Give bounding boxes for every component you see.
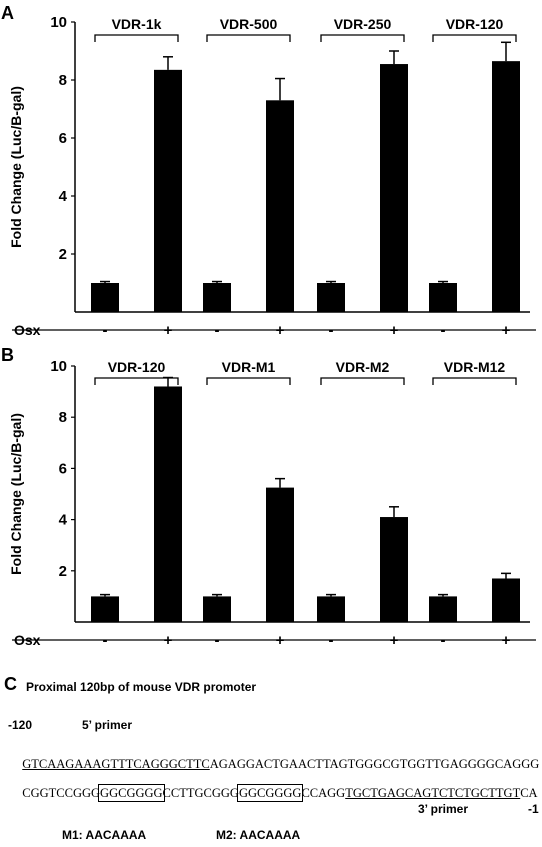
y-tick-label: 6 [59, 130, 67, 147]
treatment-tick-label: - [215, 322, 220, 339]
y-axis-title: Fold Change (Luc/B-gal) [8, 86, 24, 248]
bar [429, 283, 457, 312]
panel-b-label: B [1, 345, 14, 365]
group-label: VDR-500 [220, 16, 278, 32]
bar [91, 596, 119, 622]
group-bracket [206, 34, 291, 42]
y-tick-label: 6 [59, 460, 67, 477]
treatment-tick-label: + [502, 322, 511, 339]
group-label: VDR-1k [112, 16, 162, 32]
treatment-tick-label: - [441, 632, 446, 649]
bar [154, 69, 182, 312]
bar [203, 596, 231, 622]
mutation-m1-label: M1: AACAAAA [62, 828, 147, 842]
bar [492, 61, 520, 313]
treatment-tick-label: - [441, 322, 446, 339]
group-bracket [432, 34, 517, 42]
y-tick-label: 8 [59, 409, 67, 426]
group-bracket [320, 34, 405, 42]
bar [317, 596, 345, 622]
group-bracket [206, 377, 291, 385]
y-axis-title: Fold Change (Luc/B-gal) [8, 413, 24, 575]
sp1-site-1: GGCGGGG [98, 784, 165, 802]
treatment-tick-label: + [390, 632, 399, 649]
treatment-tick-label: + [276, 322, 285, 339]
bar [154, 386, 182, 622]
y-tick-label: 4 [59, 188, 68, 205]
y-tick-label: 2 [59, 563, 67, 580]
bar [380, 517, 408, 622]
primer5-label: 5’ primer [82, 718, 133, 732]
sequence-segment: CGGTCCGGG [22, 786, 101, 800]
sequence-line-1-rest: AGAGGACTGAACTTAGTGGGCGTGGTTGAGGGGCAGGG [209, 757, 540, 771]
y-tick-label: 4 [59, 512, 68, 529]
group-bracket [94, 34, 179, 42]
treatment-tick-label: + [390, 322, 399, 339]
bar [266, 100, 294, 312]
primer3-label: 3’ primer [418, 802, 469, 816]
sequence-line-1: GTCAAGAAAGTTTCAGGGCTTCAGAGGACTGAACTTAGTG… [16, 742, 539, 772]
primer5-sequence: GTCAAGAAAGTTTCAGGGCTTC [22, 757, 210, 771]
bar [380, 64, 408, 312]
bar [429, 596, 457, 622]
panel-c-label: C [4, 674, 17, 694]
y-tick-label: 8 [59, 72, 67, 89]
group-label: VDR-250 [334, 16, 392, 32]
bar [317, 283, 345, 312]
bar [492, 578, 520, 622]
treatment-tick-label: + [276, 632, 285, 649]
primer3-sequence: TGCTGAGCAGTCTCTGCTTGT [345, 786, 521, 800]
bar [203, 283, 231, 312]
group-label: VDR-120 [108, 359, 166, 375]
group-label: VDR-M2 [336, 359, 390, 375]
sequence-segment: CA [520, 786, 538, 800]
treatment-label: Osx [14, 322, 41, 338]
group-bracket [432, 377, 517, 385]
promoter-title: Proximal 120bp of mouse VDR promoter [26, 680, 257, 694]
y-tick-label: 10 [50, 14, 67, 31]
treatment-tick-label: - [103, 632, 108, 649]
treatment-tick-label: + [502, 632, 511, 649]
treatment-tick-label: - [329, 322, 334, 339]
group-bracket [94, 377, 179, 385]
sequence-segment: CCTTGCGGG [162, 786, 239, 800]
sequence-line-2: CGGTCCGGGGGCGGGGCCTTGCGGGGGCGGGGCCAGGTGC… [16, 771, 538, 802]
treatment-tick-label: + [164, 632, 173, 649]
sp1-site-2: GGCGGGG [236, 784, 304, 802]
treatment-tick-label: + [164, 322, 173, 339]
group-bracket [320, 377, 405, 385]
y-tick-label: 10 [50, 358, 67, 375]
treatment-tick-label: - [215, 632, 220, 649]
bar [91, 283, 119, 312]
treatment-tick-label: - [329, 632, 334, 649]
y-tick-label: 2 [59, 246, 67, 263]
group-label: VDR-120 [446, 16, 504, 32]
end-position-label: -1 [528, 802, 539, 816]
group-label: VDR-M12 [444, 359, 506, 375]
mutation-m2-label: M2: AACAAAA [216, 828, 301, 842]
start-position-label: -120 [8, 718, 33, 732]
group-label: VDR-M1 [222, 359, 276, 375]
treatment-tick-label: - [103, 322, 108, 339]
bar [266, 487, 294, 622]
panel-a-label: A [1, 3, 14, 23]
sequence-segment: CCAGG [301, 786, 346, 800]
treatment-label: Osx [14, 632, 41, 648]
